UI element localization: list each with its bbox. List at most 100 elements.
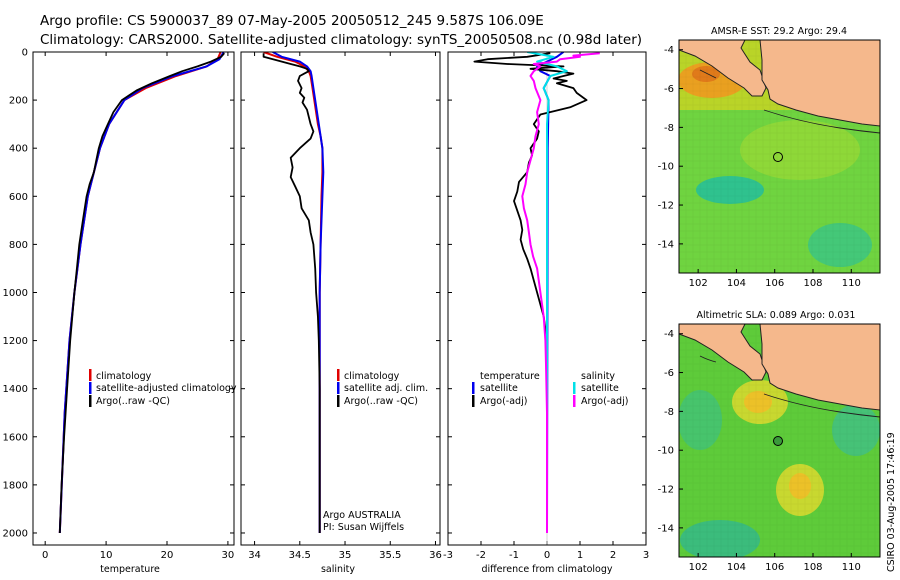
legend-swatch-sal-satellite bbox=[573, 382, 576, 394]
legend-label-climatology: climatology bbox=[344, 371, 400, 382]
x-tick-label: 3 bbox=[643, 550, 649, 561]
map-y-tick-label: -14 bbox=[658, 239, 674, 250]
land-sumatra bbox=[679, 40, 767, 97]
x-tick-label: 0 bbox=[544, 550, 550, 561]
series-line-salinity-satellite bbox=[527, 52, 568, 533]
map-y-tick-label: -14 bbox=[658, 523, 674, 534]
legend-label-satellite-adjusted: satellite-adjusted climatology bbox=[96, 383, 237, 394]
map-x-tick-label: 108 bbox=[803, 278, 822, 289]
legend-swatch-temp-satellite bbox=[472, 382, 475, 394]
map-y-tick-label: -6 bbox=[664, 84, 674, 95]
temperature-xlabel: temperature bbox=[100, 564, 160, 575]
difference-axes-frame bbox=[447, 51, 647, 546]
credit-line2: PI: Susan Wijffels bbox=[323, 522, 404, 533]
depth-tick-label: 200 bbox=[9, 96, 28, 107]
x-tick-label: 2 bbox=[610, 550, 616, 561]
x-tick-label: 20 bbox=[161, 550, 174, 561]
legend-label-sal-argo: Argo(-adj) bbox=[581, 396, 628, 407]
salinity-legend: climatology satellite adj. clim. Argo(..… bbox=[337, 369, 428, 407]
series-line-temperature-satellite bbox=[536, 52, 565, 534]
land-sumatra bbox=[679, 324, 767, 381]
series-line-climatology bbox=[58, 52, 222, 534]
legend-swatch-satellite bbox=[337, 382, 340, 394]
map-y-tick-label: -4 bbox=[664, 45, 674, 56]
map-y-tick-label: -12 bbox=[658, 201, 674, 212]
map-x-tick-label: 104 bbox=[727, 278, 746, 289]
series-line-satellite-adjusted-climatology bbox=[58, 52, 225, 534]
map-x-tick-label: 110 bbox=[842, 278, 861, 289]
difference-x-ticks: -3 -2 -1 0 1 2 3 bbox=[443, 51, 649, 561]
credit-line1: Argo AUSTRALIA bbox=[323, 510, 401, 521]
x-tick-label: 0 bbox=[42, 550, 48, 561]
salinity-panel: 34 34.5 35 35.5 36 salinity climatology sate… bbox=[240, 51, 442, 575]
depth-tick-label: 600 bbox=[9, 192, 28, 203]
map-y-tick-label: -8 bbox=[664, 123, 674, 134]
salinity-x-ticks: 34 34.5 35 35.5 36 bbox=[241, 51, 442, 561]
depth-axis-ticks: 0 200 400 600 800 1000 1200 1400 1600 1800 2000 bbox=[3, 48, 37, 539]
float-marker bbox=[773, 436, 783, 446]
difference-legend-salinity: salinity satellite Argo(-adj) bbox=[573, 371, 628, 407]
x-tick-label: -3 bbox=[443, 550, 453, 561]
x-tick-label: -2 bbox=[476, 550, 486, 561]
header-line2: Climatology: CARS2000. Satellite-adjuste… bbox=[40, 32, 642, 48]
depth-tick-label: 1200 bbox=[3, 336, 28, 347]
x-tick-label: 35.5 bbox=[379, 550, 401, 561]
legend-label-argo: Argo(..raw -QC) bbox=[96, 396, 170, 407]
sst-map-frame bbox=[678, 39, 881, 274]
map-x-tick-label: 106 bbox=[765, 562, 784, 573]
depth-tick-label: 2000 bbox=[3, 528, 28, 539]
land-java bbox=[759, 324, 880, 411]
depth-tick-label: 800 bbox=[9, 240, 28, 251]
legend-label-climatology: climatology bbox=[96, 371, 152, 382]
difference-xlabel: difference from climatology bbox=[481, 564, 612, 575]
x-tick-label: 36 bbox=[429, 550, 442, 561]
sla-map-title: Altimetric SLA: 0.089 Argo: 0.031 bbox=[697, 310, 856, 321]
temperature-x-ticks: 0 10 20 30 bbox=[42, 51, 235, 561]
series-line-argo-raw-qc- bbox=[58, 52, 225, 534]
sst-contour bbox=[699, 69, 880, 134]
series-line-salinity-argo-adj- bbox=[521, 52, 600, 533]
header-line1: Argo profile: CS 5900037_89 07-May-2005 … bbox=[40, 13, 544, 29]
legend-swatch-climatology bbox=[337, 369, 340, 381]
depth-tick-label: 1600 bbox=[3, 432, 28, 443]
sst-map-title: AMSR-E SST: 29.2 Argo: 29.4 bbox=[711, 26, 847, 37]
map-y-tick-label: -10 bbox=[658, 162, 674, 173]
legend-swatch-argo bbox=[89, 395, 92, 407]
depth-tick-label: 1400 bbox=[3, 384, 28, 395]
map-x-tick-label: 106 bbox=[765, 278, 784, 289]
x-tick-label: 34 bbox=[248, 550, 261, 561]
series-line-temperature-argo-adj- bbox=[473, 52, 588, 341]
map-x-tick-label: 102 bbox=[689, 278, 708, 289]
x-tick-label: 34.5 bbox=[289, 550, 311, 561]
map-x-tick-label: 110 bbox=[842, 562, 861, 573]
salinity-xlabel: salinity bbox=[321, 564, 355, 575]
sst-map-ticks: 102 104 106 108 110 -4 -6 -8 -10 -12 -14 bbox=[658, 45, 861, 289]
legend-label-argo: Argo(..raw -QC) bbox=[344, 396, 418, 407]
map-x-tick-label: 102 bbox=[689, 562, 708, 573]
depth-tick-label: 1000 bbox=[3, 288, 28, 299]
x-tick-label: 10 bbox=[100, 550, 113, 561]
map-y-tick-label: -6 bbox=[664, 368, 674, 379]
difference-plot-lines bbox=[473, 52, 600, 545]
x-tick-label: 1 bbox=[577, 550, 583, 561]
temperature-legend: climatology satellite-adjusted climatolo… bbox=[89, 369, 237, 407]
legend-swatch-sal-argo bbox=[573, 395, 576, 407]
sst-map: AMSR-E SST: 29.2 Argo: 29.4 102 104 106 108… bbox=[658, 26, 881, 289]
legend-swatch-argo bbox=[337, 395, 340, 407]
timestamp: CSIRO 03-Aug-2005 17:46:19 bbox=[886, 432, 897, 572]
float-marker bbox=[773, 152, 783, 162]
difference-panel: -3 -2 -1 0 1 2 3 difference from climatology t… bbox=[443, 51, 649, 575]
depth-tick-label: 400 bbox=[9, 144, 28, 155]
x-tick-label: 30 bbox=[222, 550, 235, 561]
legend-swatch-satellite-adjusted bbox=[89, 382, 92, 394]
sla-map-frame bbox=[678, 323, 881, 558]
depth-tick-label: 1800 bbox=[3, 480, 28, 491]
land-java bbox=[759, 40, 880, 127]
temperature-axes-frame bbox=[32, 51, 235, 546]
legend-label-temp-satellite: satellite bbox=[480, 383, 518, 394]
legend-swatch-temp-argo bbox=[472, 395, 475, 407]
series-line-climatology bbox=[263, 52, 324, 533]
sla-contour bbox=[699, 355, 880, 418]
depth-tick-label: 0 bbox=[22, 48, 28, 59]
